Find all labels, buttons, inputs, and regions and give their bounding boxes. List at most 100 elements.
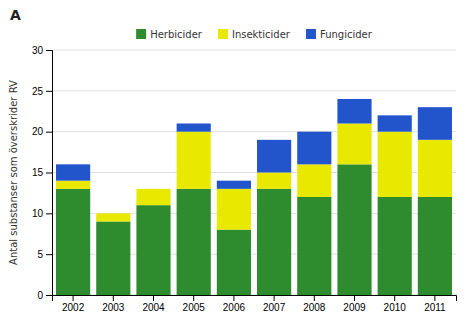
bar: [257, 140, 291, 173]
bar: [217, 181, 251, 189]
bar: [337, 99, 371, 124]
legend-label: Herbicider: [150, 29, 203, 40]
tick-mark: [394, 295, 395, 301]
tick-mark: [46, 295, 52, 296]
tick-label: 2009: [343, 302, 366, 313]
bar: [136, 189, 170, 205]
legend-label: Fungicider: [320, 29, 373, 40]
tick-label: 0: [37, 290, 43, 301]
tick: 2005: [183, 295, 206, 313]
y-axis-title: Antal substanser som överskrider RV: [8, 80, 19, 265]
tick: 2007: [263, 295, 286, 313]
chart: 2002200320042005200620072008200920102011…: [0, 0, 472, 325]
tick: 15: [32, 167, 52, 178]
bar: [418, 107, 452, 140]
legend-item: Herbicider: [136, 29, 203, 40]
legend-item: Fungicider: [306, 29, 373, 40]
tick-label: 2007: [263, 302, 286, 313]
grid: [52, 50, 456, 295]
tick-label: 2004: [142, 302, 165, 313]
grid-line: [52, 90, 456, 91]
tick: 2008: [303, 295, 326, 313]
tick: 2011: [424, 295, 446, 313]
bar: [337, 124, 371, 165]
tick: 2004: [142, 295, 165, 313]
bar: [378, 115, 412, 131]
tick-mark: [46, 173, 52, 174]
tick-mark: [46, 254, 52, 255]
bar: [418, 140, 452, 197]
tick-label: 2005: [183, 302, 206, 313]
tick-label: 2006: [223, 302, 246, 313]
tick: 25: [32, 86, 52, 97]
bar: [177, 132, 211, 189]
tick-label: 30: [32, 45, 44, 56]
tick-label: 10: [32, 208, 44, 219]
bar: [217, 230, 251, 295]
tick: 0: [37, 290, 52, 301]
tick-mark: [193, 295, 194, 301]
bar: [136, 205, 170, 295]
bar: [418, 197, 452, 295]
tick: 2009: [343, 295, 366, 313]
plot: 2002200320042005200620072008200920102011…: [32, 45, 457, 313]
legend-item: Insekticider: [218, 29, 291, 40]
tick-mark: [46, 213, 52, 214]
bar: [297, 197, 331, 295]
title: A: [10, 7, 21, 23]
bar: [378, 197, 412, 295]
tick-label: 15: [32, 167, 44, 178]
legend-label: Insekticider: [232, 29, 291, 40]
tick-label: 2002: [62, 302, 85, 313]
tick-mark: [434, 295, 435, 301]
tick-mark: [46, 91, 52, 92]
bar: [56, 189, 90, 295]
tick-label: 2008: [303, 302, 326, 313]
tick: 2002: [62, 295, 85, 313]
tick: 2006: [223, 295, 246, 313]
bar: [257, 189, 291, 295]
tick-label: 2011: [424, 302, 446, 313]
tick: 10: [32, 208, 52, 219]
bar: [257, 173, 291, 189]
bar: [96, 213, 130, 221]
x-axis: 2002 2003 2004 2005 2006 2007 2008 2009 2010 2011: [53, 295, 457, 313]
tick-label: 25: [32, 86, 44, 97]
tick-mark: [113, 295, 114, 301]
bar: [297, 132, 331, 165]
legend-swatch: [136, 29, 146, 39]
bar: [337, 164, 371, 295]
legend-swatch: [306, 29, 316, 39]
bar: [96, 213, 130, 214]
legend: Herbicider Insekticider Fungicider: [136, 29, 373, 40]
bars: [56, 99, 452, 295]
tick-label: 5: [37, 249, 43, 260]
tick: 2003: [102, 295, 125, 313]
tick: 30: [32, 45, 52, 56]
tick: 5: [37, 249, 52, 260]
bar: [177, 189, 211, 295]
axis-line: [53, 296, 457, 302]
tick-mark: [46, 50, 52, 51]
bar: [217, 189, 251, 230]
bar: [56, 181, 90, 189]
tick-mark: [73, 295, 74, 301]
tick-mark: [233, 295, 234, 301]
legend-swatch: [218, 29, 228, 39]
bar: [96, 222, 130, 296]
y-axis: 0 5 10 15 20 25 30: [32, 45, 53, 301]
tick-mark: [274, 295, 275, 301]
bar: [378, 132, 412, 197]
grid-line: [52, 50, 456, 51]
tick-mark: [46, 132, 52, 133]
axis-line: [46, 51, 53, 296]
tick-mark: [153, 295, 154, 301]
bar: [56, 164, 90, 180]
tick-label: 2003: [102, 302, 125, 313]
tick: 2010: [384, 295, 407, 313]
tick-label: 2010: [384, 302, 407, 313]
series: [56, 124, 452, 230]
tick-mark: [314, 295, 315, 301]
tick: 20: [32, 126, 52, 137]
tick-mark: [354, 295, 355, 301]
